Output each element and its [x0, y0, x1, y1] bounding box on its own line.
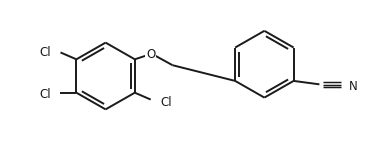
Text: O: O — [146, 48, 155, 61]
Text: Cl: Cl — [39, 47, 50, 59]
Text: N: N — [349, 80, 358, 93]
Text: Cl: Cl — [39, 88, 50, 101]
Text: Cl: Cl — [160, 96, 172, 109]
